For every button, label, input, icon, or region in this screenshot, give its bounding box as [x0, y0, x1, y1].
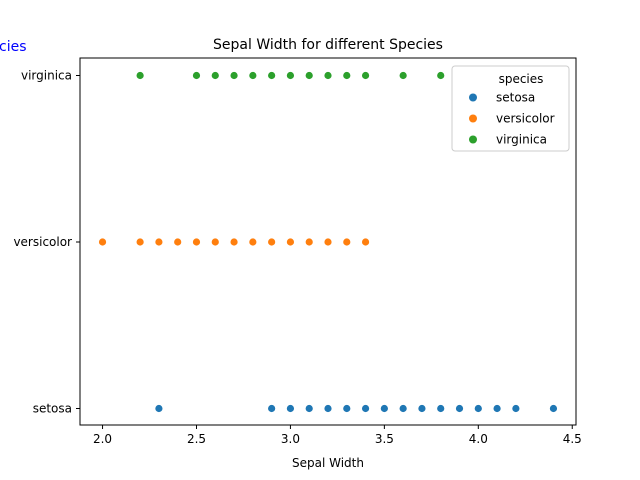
point-versicolor: [98, 238, 107, 246]
x-tick-label: 4.0: [469, 432, 488, 446]
point-virginica: [305, 71, 313, 80]
legend-title: species: [499, 72, 544, 86]
x-tick-label: 3.5: [375, 432, 394, 446]
x-tick-label: 4.5: [563, 432, 582, 446]
point-versicolor: [305, 238, 313, 246]
x-axis-label: Sepal Width: [292, 456, 364, 470]
point-setosa: [549, 404, 558, 413]
point-setosa: [418, 404, 426, 413]
y-tick-label: versicolor: [13, 235, 72, 249]
point-virginica: [286, 71, 295, 80]
point-versicolor: [268, 238, 276, 246]
point-versicolor: [230, 238, 238, 246]
point-virginica: [324, 71, 332, 80]
point-versicolor: [361, 238, 370, 246]
point-setosa: [324, 404, 332, 413]
point-virginica: [249, 71, 257, 80]
x-tick-label: 2.5: [187, 432, 206, 446]
point-versicolor: [211, 238, 219, 246]
point-setosa: [286, 404, 295, 413]
point-setosa: [361, 404, 370, 413]
legend-box: [451, 65, 570, 152]
point-setosa: [437, 404, 445, 413]
point-setosa: [380, 404, 388, 413]
point-versicolor: [174, 238, 182, 246]
x-tick-label: 2.0: [93, 432, 112, 446]
point-versicolor: [324, 238, 332, 246]
point-setosa: [343, 404, 351, 413]
legend-label-virginica: virginica: [496, 133, 547, 147]
clipped-corner-text: cies: [0, 39, 27, 55]
point-versicolor: [249, 238, 257, 246]
y-tick-label: setosa: [33, 402, 72, 416]
point-versicolor: [286, 238, 295, 246]
point-setosa: [155, 404, 163, 413]
point-versicolor: [155, 238, 163, 246]
point-setosa: [305, 404, 313, 413]
point-versicolor: [192, 238, 201, 246]
legend-marker-setosa: [469, 93, 477, 102]
point-virginica: [437, 71, 445, 80]
point-virginica: [192, 71, 201, 80]
point-virginica: [361, 71, 370, 80]
point-virginica: [136, 71, 144, 80]
legend-marker-virginica: [469, 135, 477, 144]
point-virginica: [230, 71, 238, 80]
point-setosa: [493, 404, 501, 413]
y-axis: setosa versicolor virginica: [13, 69, 80, 416]
legend-label-versicolor: versicolor: [496, 112, 555, 126]
legend-label-setosa: setosa: [496, 91, 535, 105]
point-virginica: [211, 71, 219, 80]
point-setosa: [512, 404, 520, 413]
point-versicolor: [136, 238, 144, 246]
point-setosa: [455, 404, 464, 413]
point-setosa: [399, 404, 407, 413]
y-tick-label: virginica: [21, 69, 72, 83]
point-setosa: [474, 404, 482, 413]
data-points: [98, 71, 558, 413]
point-virginica: [399, 71, 407, 80]
x-axis: 2.0 2.5 3.0 3.5 4.0 4.5: [93, 425, 582, 446]
point-versicolor: [343, 238, 351, 246]
point-virginica: [343, 71, 351, 80]
legend-marker-versicolor: [469, 114, 477, 123]
x-tick-label: 3.0: [281, 432, 300, 446]
chart-title: Sepal Width for different Species: [213, 37, 443, 53]
legend: species setosa versicolor virginica: [451, 65, 570, 152]
point-setosa: [268, 404, 276, 413]
point-virginica: [268, 71, 276, 80]
